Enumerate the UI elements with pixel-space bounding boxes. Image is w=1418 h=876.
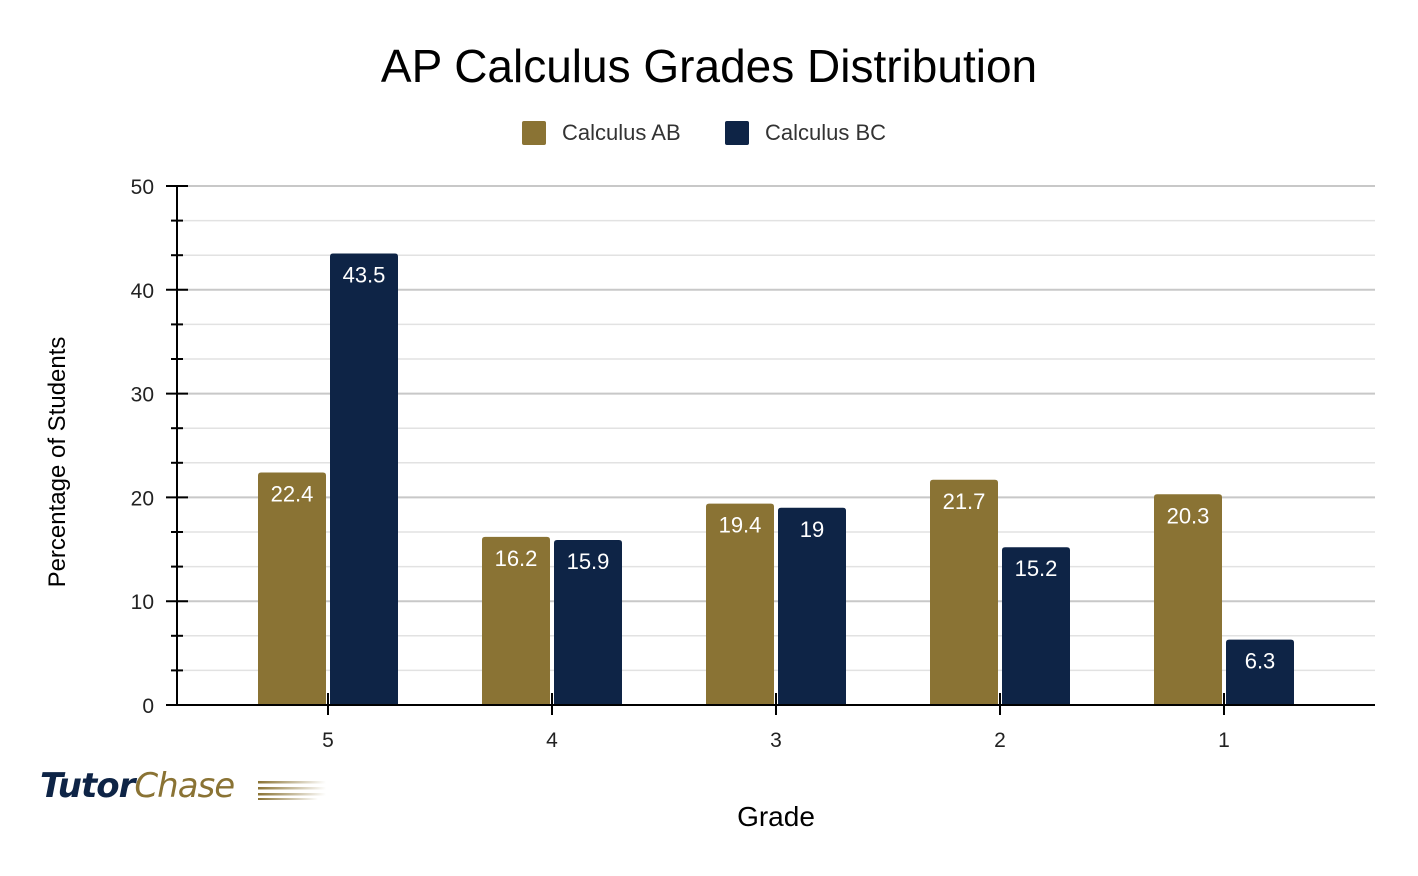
y-tick-label: 30 <box>131 384 154 407</box>
legend-label: Calculus AB <box>562 120 681 145</box>
data-label: 22.4 <box>271 481 314 506</box>
data-label: 20.3 <box>1167 503 1210 528</box>
x-tick-label: 2 <box>994 729 1006 752</box>
bar-calculus-bc <box>778 507 846 705</box>
legend-swatch <box>725 121 749 145</box>
x-tick-label: 3 <box>770 729 782 752</box>
y-tick-label: 50 <box>131 176 154 199</box>
x-tick-label: 5 <box>322 729 334 752</box>
bar-calculus-bc <box>330 253 398 705</box>
data-label: 6.3 <box>1245 649 1276 674</box>
bar-calculus-bc <box>1002 547 1070 705</box>
data-label: 19 <box>800 517 824 542</box>
tutorchase-logo: TutorChase <box>40 766 235 806</box>
bar-calculus-bc <box>1226 639 1294 705</box>
data-label: 15.2 <box>1015 556 1058 581</box>
logo-part1: Tutor <box>40 766 135 806</box>
bar-calculus-ab <box>1154 494 1222 705</box>
bar-calculus-ab <box>258 472 326 705</box>
bar-calculus-ab <box>930 479 998 705</box>
legend-swatch <box>522 121 546 145</box>
data-label: 21.7 <box>943 489 986 514</box>
chart-title: AP Calculus Grades Distribution <box>381 40 1037 92</box>
y-axis-label: Percentage of Students <box>44 337 71 588</box>
logo-speed-lines-icon <box>258 781 326 800</box>
data-label: 43.5 <box>343 262 386 287</box>
y-tick-label: 0 <box>142 695 154 718</box>
bars: 22.4 43.5 16.2 15.9 19.4 19 21.7 15.2 20.3 6.3 <box>258 253 1294 705</box>
y-tick-label: 20 <box>131 487 154 510</box>
axes: 0 10 20 30 40 50 5 4 3 2 1 <box>131 176 1375 752</box>
data-label: 15.9 <box>567 549 610 574</box>
data-label: 19.4 <box>719 513 762 538</box>
bar-calculus-ab <box>706 503 774 705</box>
y-tick-label: 40 <box>131 280 154 303</box>
legend-label: Calculus BC <box>765 120 886 145</box>
bar-calculus-ab <box>482 536 550 705</box>
legend: Calculus AB Calculus BC <box>522 120 886 145</box>
y-tick-label: 10 <box>131 591 154 614</box>
x-axis-label: Grade <box>737 801 815 832</box>
data-label: 16.2 <box>495 546 538 571</box>
logo-part2: Chase <box>134 766 235 806</box>
bar-calculus-bc <box>554 539 622 705</box>
x-tick-label: 4 <box>546 729 558 752</box>
x-tick-label: 1 <box>1218 729 1230 752</box>
